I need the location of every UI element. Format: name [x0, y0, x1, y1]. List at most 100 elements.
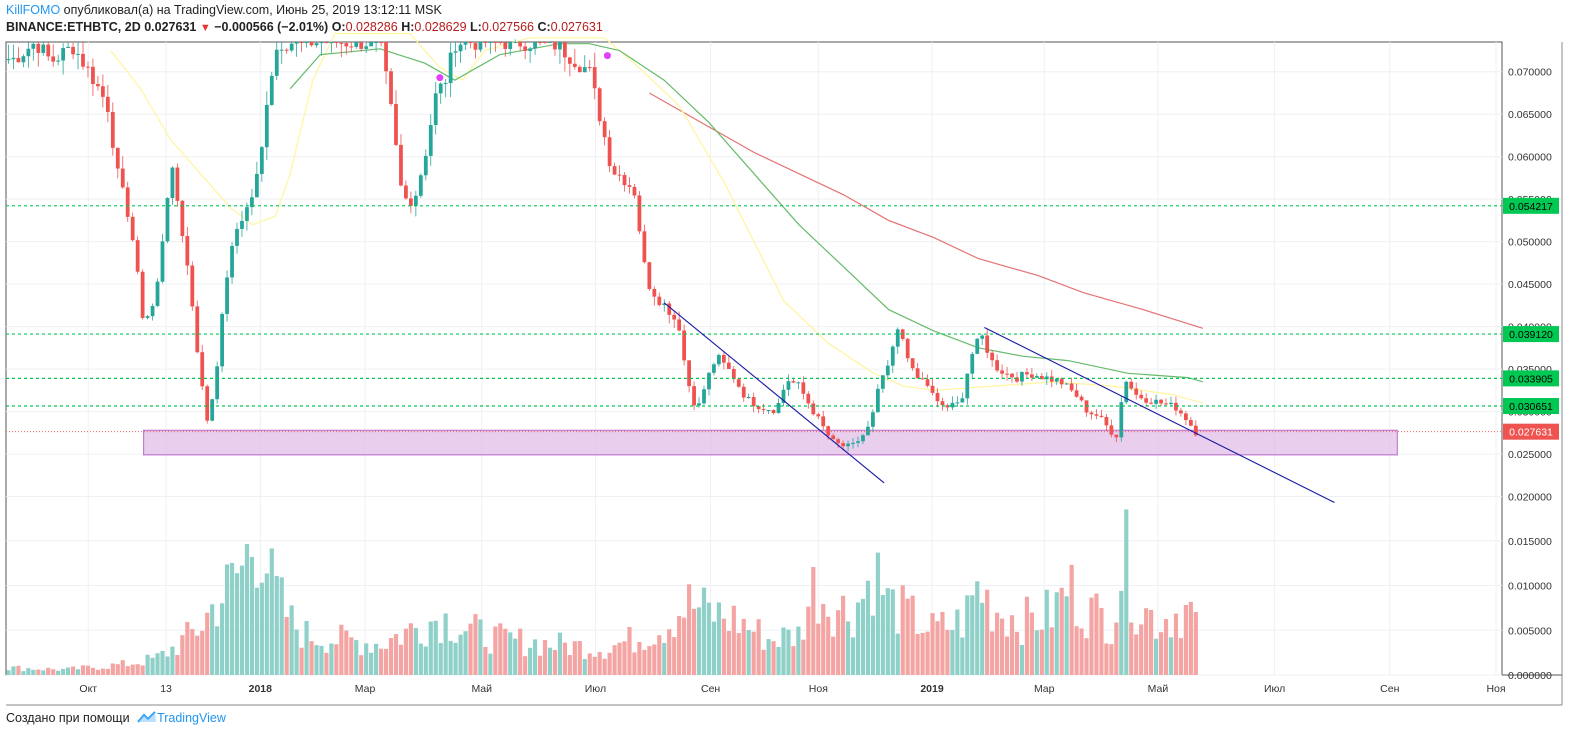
candle-body [846, 443, 850, 447]
volume-bar [766, 639, 771, 675]
volume-bar [960, 637, 965, 675]
author-link[interactable]: KillFOMO [6, 3, 61, 17]
candle-body [304, 42, 309, 43]
candle-body [538, 42, 542, 43]
candle-body [533, 42, 537, 49]
candle-body [816, 414, 821, 417]
candle-body [801, 382, 806, 394]
volume-bar [56, 670, 61, 675]
volume-bar [1074, 626, 1079, 675]
candle-body [180, 200, 185, 237]
candle-body [985, 335, 990, 353]
candle-body [791, 381, 796, 383]
candle-body [205, 386, 210, 421]
candle-body [1059, 378, 1064, 385]
candle-body [498, 42, 503, 43]
candle-body [399, 144, 403, 186]
volume-bar [334, 644, 339, 675]
candle-body [667, 303, 672, 315]
candle-body [662, 303, 667, 306]
volume-bar [6, 670, 11, 675]
volume-bar [393, 634, 399, 675]
candle-body [1000, 370, 1004, 374]
candle-body [1184, 413, 1188, 421]
last-price: 0.027631 [144, 20, 197, 34]
volume-bar [100, 668, 105, 675]
candle-body [736, 379, 741, 387]
volume-bar [1129, 622, 1134, 675]
volume-bar [677, 615, 682, 675]
candle-body [553, 42, 557, 50]
candle-body [1064, 383, 1069, 385]
candle-body [100, 86, 105, 97]
volume-bar [796, 626, 801, 675]
candle-body [165, 198, 170, 242]
open-value: 0.028286 [345, 20, 398, 34]
volume-bar [483, 646, 488, 675]
volume-bar [647, 646, 652, 675]
candle-body [548, 42, 552, 43]
volume-bar [657, 635, 662, 675]
candle-body [1169, 402, 1173, 405]
volume-bar [1014, 631, 1020, 675]
candle-body [935, 392, 940, 402]
candle-body [841, 443, 845, 447]
time-tick-label: Май [1148, 683, 1169, 695]
volume-bar [826, 616, 831, 675]
candle-body [66, 46, 70, 49]
volume-bar [1049, 627, 1054, 675]
candle-body [334, 42, 339, 43]
candle-body [1049, 376, 1054, 382]
candle-body [125, 187, 130, 217]
volume-bar [1144, 608, 1149, 675]
candle-body [61, 48, 66, 61]
volume-bar [542, 640, 548, 675]
volume-bar [831, 636, 836, 675]
candle-body [478, 42, 483, 50]
candle-body [215, 366, 220, 400]
volume-bar [1094, 593, 1099, 675]
volume-bar [855, 602, 861, 675]
candle-body [955, 402, 960, 404]
candle-body [558, 42, 562, 50]
candle-body [692, 386, 696, 406]
volume-bar [115, 664, 120, 675]
candle-body [1104, 416, 1109, 426]
candle-body [508, 42, 513, 50]
volume-bar [781, 627, 786, 675]
candle-body [309, 42, 314, 46]
candle-body [672, 314, 677, 320]
candle-body [1094, 414, 1099, 416]
candle-body [1134, 388, 1139, 395]
candle-body [289, 43, 294, 51]
volume-bar [314, 645, 319, 675]
tradingview-logo-icon [137, 711, 157, 723]
volume-bar [1059, 587, 1064, 675]
volume-tick-label: 0.015000 [1508, 536, 1552, 548]
volume-bar [1009, 615, 1015, 675]
candle-body [240, 220, 244, 229]
candle-body [21, 56, 26, 63]
volume-bar [105, 668, 110, 675]
volume-bar [508, 632, 513, 675]
volume-bar [1054, 592, 1059, 675]
candle-body [632, 186, 637, 196]
candle-body [140, 271, 145, 318]
volume-bar [1124, 509, 1129, 675]
volume-bar [518, 628, 523, 675]
time-tick-label: Июл [585, 683, 606, 695]
candle-body [185, 236, 190, 266]
tradingview-link[interactable]: TradingView [157, 711, 226, 725]
price-tick-label: 0.070000 [1508, 67, 1552, 79]
volume-bar [215, 626, 220, 675]
volume-bar [597, 652, 602, 675]
candle-body [110, 111, 115, 148]
candle-body [990, 352, 995, 361]
candle-body [120, 168, 125, 188]
volume-bar [344, 630, 349, 675]
candle-body [572, 63, 577, 67]
price-tick-label: 0.045000 [1508, 279, 1552, 291]
candle-body [1010, 373, 1014, 378]
price-chart[interactable]: 0.0700000.0650000.0600000.0550000.050000… [0, 0, 1582, 710]
volume-bar [170, 646, 175, 675]
